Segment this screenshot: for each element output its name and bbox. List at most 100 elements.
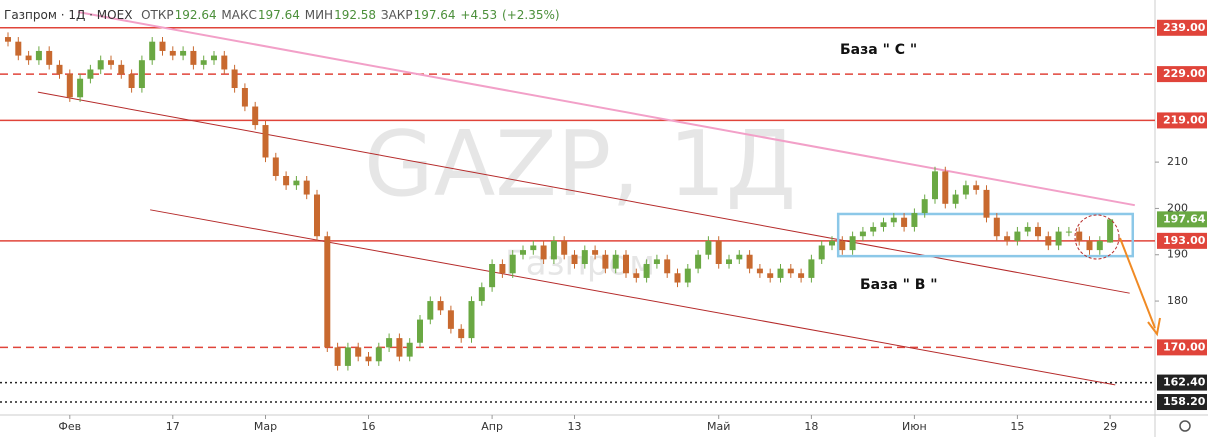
level-label: 239.00	[1163, 21, 1206, 34]
candle-body	[746, 254, 753, 269]
candle-body	[520, 250, 526, 255]
label: МИН	[304, 8, 334, 22]
candle-body	[200, 60, 207, 65]
y-tick-label: 190	[1167, 248, 1188, 261]
annotation: База " С "	[840, 42, 917, 58]
level-label: 229.00	[1163, 67, 1206, 80]
candle-body	[1096, 240, 1103, 251]
x-tick-label: 15	[1010, 420, 1024, 433]
candle-body	[499, 264, 506, 274]
candle-body	[458, 328, 465, 339]
candle-body	[489, 264, 496, 288]
candle-body	[1086, 240, 1093, 251]
candle-body	[118, 64, 125, 75]
level-label-box	[1157, 232, 1207, 249]
candle-body	[293, 180, 300, 186]
candle-body	[942, 171, 949, 204]
candle-body	[231, 69, 238, 89]
candle-body	[983, 189, 990, 218]
candle-body	[406, 342, 413, 357]
candle-body	[993, 217, 1000, 237]
level-label: 193.00	[1163, 234, 1206, 247]
candle-body	[97, 60, 104, 70]
candle-body	[159, 41, 166, 51]
candle-body	[695, 254, 702, 269]
trendline	[77, 11, 1135, 207]
candle-body	[623, 254, 629, 274]
candle-body	[798, 273, 805, 278]
x-tick-label: 29	[1103, 420, 1117, 433]
x-tick-label: 13	[568, 420, 582, 433]
value: 197.64	[257, 8, 300, 22]
x-tick-label: 17	[166, 420, 180, 433]
candle-body	[767, 273, 774, 278]
candle-body	[138, 60, 145, 89]
candle-body	[962, 185, 969, 195]
candle-body	[1107, 219, 1114, 243]
candle-body	[808, 259, 815, 278]
candle-body	[602, 254, 609, 269]
candle-body	[252, 106, 259, 126]
candle-body	[726, 259, 732, 265]
settings-icon[interactable]	[1179, 420, 1191, 432]
x-tick-label: Мар	[254, 420, 277, 433]
candle-body	[324, 236, 331, 348]
candle-body	[46, 50, 53, 65]
candle-body	[736, 254, 743, 260]
label: МАКС	[221, 8, 257, 22]
candle-body	[314, 194, 320, 237]
candle-body	[437, 301, 444, 311]
candle-body	[5, 37, 11, 42]
level-label-box	[1157, 19, 1207, 36]
candle-body	[283, 176, 290, 186]
trendline	[37, 91, 1130, 294]
y-tick-label: 200	[1167, 201, 1188, 214]
candle-body	[56, 64, 63, 75]
x-tick-label: Июн	[902, 420, 927, 433]
candle-body	[468, 301, 475, 339]
candle-body	[478, 287, 485, 302]
candle-body	[334, 347, 341, 366]
candle-body	[211, 55, 217, 61]
candle-body	[571, 254, 578, 265]
candle-body	[169, 50, 176, 56]
candle-body	[25, 55, 32, 61]
watermark-name: Газпром	[505, 244, 655, 284]
candle-body	[581, 250, 588, 265]
level-label: 219.00	[1163, 113, 1206, 126]
candle-body	[149, 41, 156, 61]
candle-body	[303, 180, 310, 195]
change-pct: (+2.35%)	[502, 8, 560, 22]
candle-body	[365, 356, 372, 362]
candle-body	[901, 217, 908, 227]
candle-body	[911, 213, 918, 227]
plot: 180 190 200 210 239.00 229.00 219.00 193.00 170.…	[0, 11, 1207, 433]
level-label-box	[1157, 66, 1207, 83]
candle-body	[859, 231, 866, 237]
value: 192.58	[334, 8, 377, 22]
arrow-head	[1147, 317, 1161, 337]
candle-body	[396, 338, 403, 357]
candle-body	[674, 273, 681, 283]
candle-body	[180, 50, 187, 56]
candle-body	[1076, 231, 1083, 241]
candle-body	[592, 250, 599, 255]
candle-body	[973, 185, 980, 190]
candle-body	[932, 171, 938, 200]
candle-body	[705, 240, 712, 255]
candle-body	[272, 157, 279, 177]
candle-body	[1045, 236, 1052, 246]
candle-body	[447, 310, 454, 329]
value: 192.64	[174, 8, 217, 22]
candle-body	[715, 240, 722, 265]
candle-body	[509, 254, 516, 274]
candle-body	[1024, 226, 1031, 232]
symbol: Газпром · 1Д · MOEX	[4, 8, 133, 22]
level-label-box	[1157, 374, 1207, 391]
candle-body	[128, 74, 135, 89]
candle-body	[684, 268, 691, 283]
candle-body	[1014, 231, 1021, 241]
candle-body	[777, 268, 784, 278]
